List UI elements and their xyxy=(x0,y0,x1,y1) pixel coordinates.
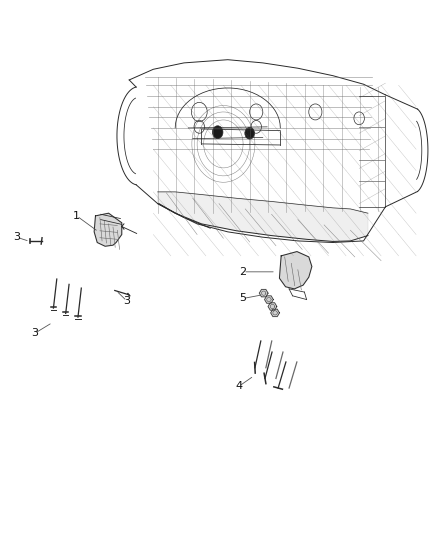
Polygon shape xyxy=(259,289,268,297)
Text: 4: 4 xyxy=(235,382,242,391)
Polygon shape xyxy=(268,303,277,310)
Polygon shape xyxy=(158,192,368,241)
Text: 3: 3 xyxy=(124,296,131,306)
Text: 1: 1 xyxy=(73,211,80,221)
Polygon shape xyxy=(265,296,273,303)
Polygon shape xyxy=(271,309,279,317)
Text: 5: 5 xyxy=(240,294,247,303)
Polygon shape xyxy=(94,213,122,246)
Text: 2: 2 xyxy=(240,267,247,277)
Circle shape xyxy=(212,126,223,139)
Text: 3: 3 xyxy=(32,328,39,338)
Polygon shape xyxy=(279,252,312,289)
Text: 3: 3 xyxy=(13,232,20,242)
Circle shape xyxy=(245,127,254,139)
